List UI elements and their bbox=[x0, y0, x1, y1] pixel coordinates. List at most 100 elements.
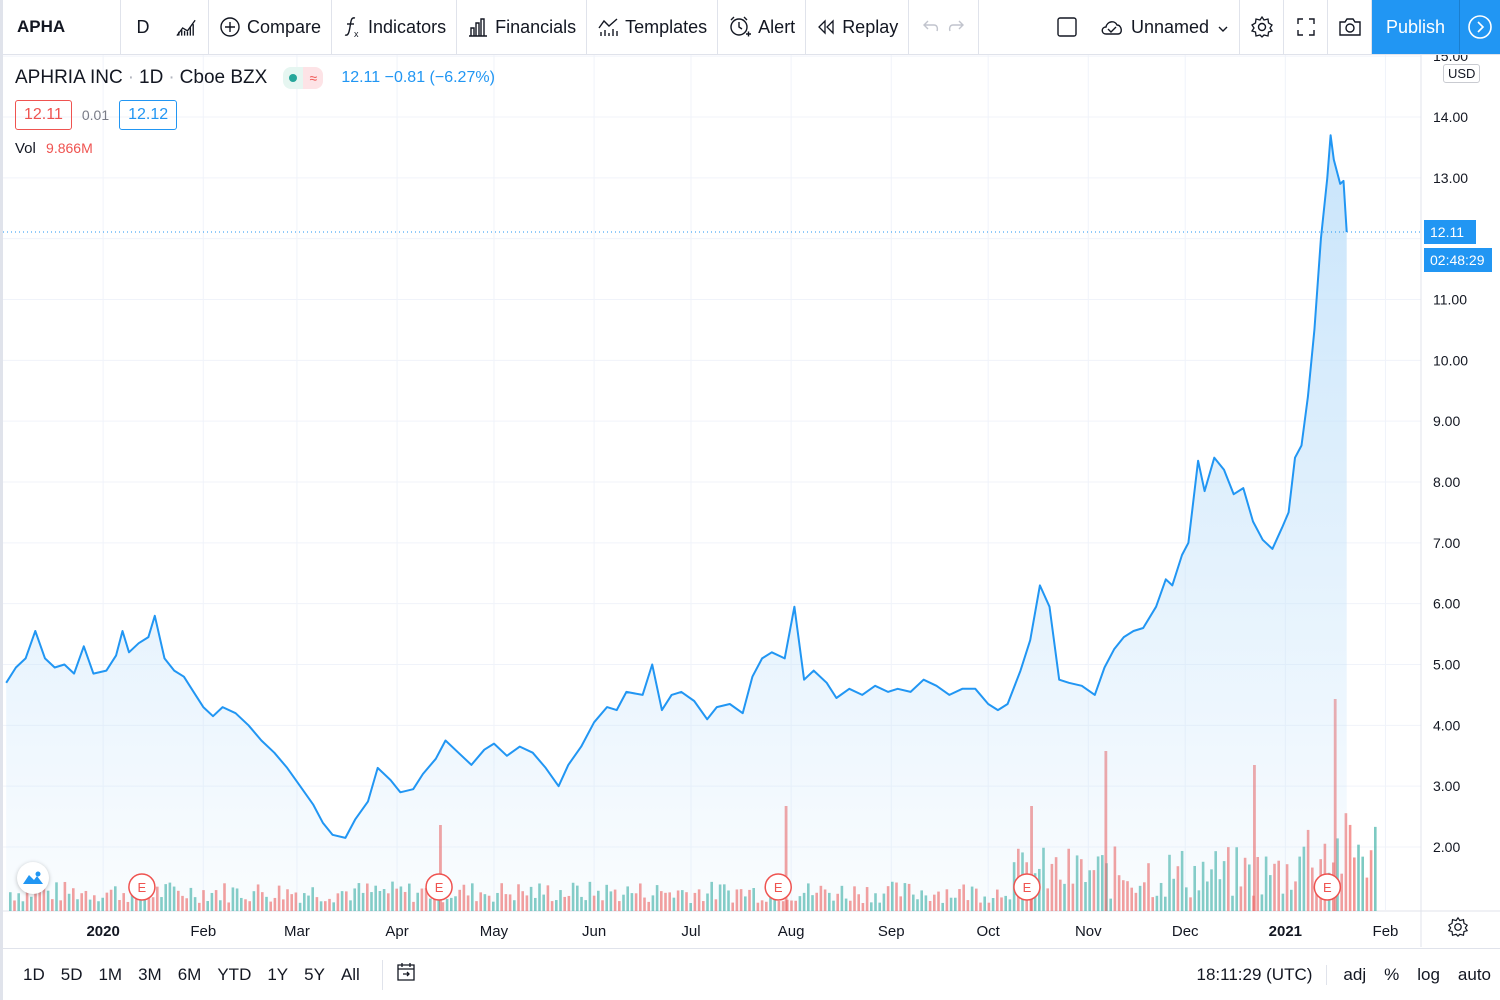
go-to-date-button[interactable] bbox=[395, 961, 417, 988]
camera-icon bbox=[1338, 18, 1361, 36]
x-tick-label: Apr bbox=[385, 923, 408, 940]
earnings-marker-label: E bbox=[435, 880, 444, 895]
legend-interval: 1D bbox=[139, 67, 164, 88]
y-tick-label: 3.00 bbox=[1433, 778, 1460, 794]
volume-bar bbox=[1361, 856, 1364, 911]
templates-label: Templates bbox=[625, 16, 708, 37]
chart-pane[interactable]: 15.0014.0013.0012.0011.0010.009.008.007.… bbox=[3, 55, 1500, 947]
undo-icon[interactable] bbox=[922, 17, 940, 38]
publish-button[interactable]: Publish bbox=[1372, 0, 1460, 54]
instrument-name[interactable]: APHRIA INC bbox=[15, 67, 123, 88]
price-chart-svg[interactable]: 15.0014.0013.0012.0011.0010.009.008.007.… bbox=[3, 55, 1500, 947]
price-change-text: 12.11 −0.81 (−6.27%) bbox=[341, 69, 495, 86]
y-tick-label: 6.00 bbox=[1433, 596, 1460, 612]
adjust-toggle[interactable]: adj bbox=[1326, 964, 1375, 985]
buy-price-button[interactable]: 12.12 bbox=[119, 100, 178, 130]
currency-button[interactable]: USD bbox=[1443, 64, 1481, 83]
gear-icon bbox=[1447, 916, 1469, 938]
x-tick-label: Feb bbox=[190, 923, 216, 940]
sell-price-button[interactable]: 12.11 bbox=[15, 100, 72, 130]
legend-separator: · bbox=[127, 67, 135, 88]
timezone-clock-button[interactable]: 18:11:29 (UTC) bbox=[1196, 964, 1313, 984]
fullscreen-button[interactable] bbox=[1284, 0, 1328, 54]
compare-button[interactable]: Compare bbox=[209, 0, 333, 54]
x-tick-label: Sep bbox=[878, 923, 905, 940]
legend-exchange: Cboe BZX bbox=[179, 67, 268, 88]
interval-button[interactable]: D bbox=[121, 0, 165, 54]
indicators-label: Indicators bbox=[368, 16, 447, 37]
earnings-marker[interactable] bbox=[425, 873, 453, 901]
legend-title-row: APHRIA INC · 1D · Cboe BZX ≈ 12.11 −0.81… bbox=[15, 64, 495, 92]
function-icon: x bbox=[342, 15, 362, 39]
bar-chart-style-icon bbox=[176, 19, 196, 37]
price-series-line[interactable] bbox=[5, 134, 1348, 839]
bid-ask-row: 12.11 0.01 12.12 bbox=[15, 100, 495, 130]
x-tick-label: Aug bbox=[778, 923, 805, 940]
square-icon bbox=[1057, 17, 1077, 37]
range-6m-button[interactable]: 6M bbox=[177, 964, 202, 984]
y-tick-label: 11.00 bbox=[1433, 292, 1467, 308]
log-scale-toggle[interactable]: log bbox=[1417, 964, 1440, 984]
x-tick-label: Oct bbox=[976, 923, 1000, 940]
snapshot-button[interactable] bbox=[1328, 0, 1372, 54]
x-tick-label: May bbox=[480, 923, 509, 940]
redo-icon[interactable] bbox=[947, 17, 965, 38]
earnings-marker[interactable] bbox=[1013, 873, 1041, 901]
range-1m-button[interactable]: 1M bbox=[98, 964, 123, 984]
legend-separator: · bbox=[168, 67, 175, 88]
scale-settings-button[interactable] bbox=[1447, 916, 1469, 943]
settings-button[interactable] bbox=[1240, 0, 1284, 54]
range-all-button[interactable]: All bbox=[340, 964, 360, 984]
publish-label: Publish bbox=[1385, 16, 1446, 37]
market-status-badge[interactable]: ≈ bbox=[283, 67, 324, 89]
financials-button[interactable]: Financials bbox=[457, 0, 588, 54]
range-3m-button[interactable]: 3M bbox=[138, 964, 162, 984]
templates-button[interactable]: Templates bbox=[587, 0, 719, 54]
publish-options-button[interactable] bbox=[1460, 0, 1500, 54]
earnings-marker[interactable] bbox=[764, 873, 792, 901]
chart-legend: APHRIA INC · 1D · Cboe BZX ≈ 12.11 −0.81… bbox=[15, 64, 495, 157]
volume-bar bbox=[1369, 850, 1373, 911]
earnings-marker-label: E bbox=[1323, 880, 1332, 895]
alert-label: Alert bbox=[758, 16, 796, 37]
volume-bar bbox=[1365, 877, 1369, 911]
tradingview-logo-icon[interactable] bbox=[17, 862, 49, 894]
earnings-marker[interactable] bbox=[1313, 873, 1342, 901]
interval-label: D bbox=[136, 16, 150, 37]
range-1y-button[interactable]: 1Y bbox=[267, 964, 289, 984]
layout-menu-button[interactable]: Unnamed bbox=[1089, 0, 1240, 54]
chart-style-button[interactable] bbox=[165, 0, 209, 54]
indicators-button[interactable]: x Indicators bbox=[332, 0, 458, 54]
bar-countdown-tag: 02:48:29 bbox=[1424, 248, 1492, 272]
volume-bar bbox=[1357, 844, 1360, 911]
y-tick-label: 10.00 bbox=[1433, 352, 1468, 368]
symbol-search-button[interactable]: APHA bbox=[3, 0, 121, 54]
range-ytd-button[interactable]: YTD bbox=[217, 964, 252, 984]
volume-value: 9.866M bbox=[46, 140, 93, 156]
replay-button[interactable]: Replay bbox=[806, 0, 910, 54]
templates-icon bbox=[597, 16, 619, 38]
volume-bar bbox=[1348, 824, 1352, 911]
select-layout-button[interactable] bbox=[1045, 0, 1089, 54]
svg-text:x: x bbox=[354, 29, 359, 39]
earnings-marker[interactable] bbox=[128, 873, 156, 901]
y-tick-label: 4.00 bbox=[1433, 717, 1460, 733]
bottom-toolbar: 1D 5D 1M 3M 6M YTD 1Y 5Y All 18:11:29 (U… bbox=[3, 948, 1500, 1000]
auto-scale-toggle[interactable]: auto bbox=[1457, 964, 1491, 984]
toolbar-spacer bbox=[979, 0, 1045, 54]
range-5d-button[interactable]: 5D bbox=[60, 964, 83, 984]
replay-label: Replay bbox=[842, 16, 899, 37]
earnings-marker-label: E bbox=[1023, 880, 1032, 895]
volume-legend[interactable]: Vol 9.866M bbox=[15, 140, 495, 157]
range-1d-button[interactable]: 1D bbox=[23, 964, 45, 984]
delayed-data-icon: ≈ bbox=[303, 67, 324, 89]
market-open-dot-icon bbox=[283, 67, 304, 89]
alert-button[interactable]: Alert bbox=[718, 0, 807, 54]
play-circle-icon bbox=[1468, 15, 1492, 39]
percent-scale-toggle[interactable]: % bbox=[1384, 964, 1400, 984]
compare-label: Compare bbox=[247, 16, 322, 37]
range-5y-button[interactable]: 5Y bbox=[304, 964, 325, 984]
rewind-icon bbox=[816, 18, 836, 36]
calendar-arrow-icon bbox=[397, 963, 415, 981]
